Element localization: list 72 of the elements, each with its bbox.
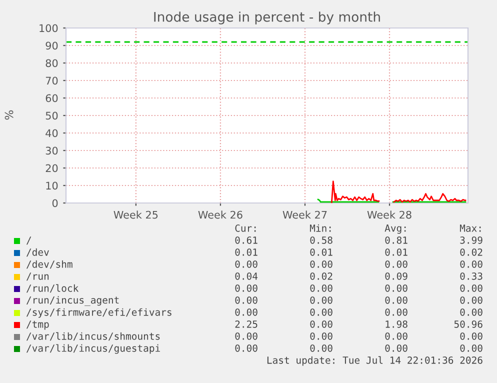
- y-tick-label: 70: [46, 76, 58, 85]
- text: 0.00: [460, 296, 482, 304]
- text: 1.98: [386, 320, 408, 328]
- text: 0.61: [235, 236, 258, 244]
- text: 0.00: [385, 260, 408, 268]
- y-axis-title: %: [4, 110, 14, 120]
- text: Max:: [460, 224, 481, 232]
- text: 0.04: [235, 272, 258, 280]
- legend-label: /var/lib/incus/guestapi: [26, 344, 160, 354]
- text: 0.00: [310, 332, 332, 340]
- y-tick-label: 20: [46, 164, 58, 172]
- text: 0.33: [460, 272, 482, 280]
- text: Avg:: [384, 224, 406, 234]
- y-tick-label: 30: [46, 146, 58, 155]
- text: 0.02: [310, 272, 332, 280]
- text: Last update: Tue Jul 14 22:01:36 2026: [267, 356, 482, 366]
- text: Min:: [310, 224, 331, 232]
- legend-label: /run/lock: [26, 284, 79, 293]
- legend-label: /: [26, 236, 32, 245]
- text: 0.00: [385, 296, 408, 304]
- text: 0.00: [385, 308, 408, 316]
- text: 0.00: [460, 284, 482, 292]
- text: 0.00: [310, 296, 332, 304]
- y-tick-label: 60: [46, 94, 58, 102]
- text: 0.00: [460, 260, 482, 268]
- text: 0.00: [385, 344, 408, 352]
- y-tick-label: 100: [40, 24, 58, 32]
- text: 0.00: [385, 332, 408, 340]
- legend-label: /var/lib/incus/shmounts: [26, 332, 160, 341]
- y-tick-label: 80: [46, 59, 58, 68]
- text: 50.96: [454, 320, 482, 328]
- text: 0.58: [310, 236, 332, 244]
- text: 0.00: [460, 344, 482, 352]
- text: 0.00: [235, 344, 258, 352]
- legend-label: /run/incus_agent: [26, 296, 119, 306]
- text: 0.09: [385, 272, 408, 280]
- text: 0.00: [235, 260, 258, 268]
- x-tick-label: Week 27: [282, 210, 327, 219]
- text: 0.00: [235, 332, 258, 340]
- text: 0.00: [235, 284, 258, 292]
- text: 0.00: [310, 260, 332, 268]
- y-tick-label: 10: [46, 182, 58, 190]
- legend-label: /sys/firmware/efi/efivars: [26, 308, 172, 318]
- text: 0.00: [235, 308, 258, 316]
- x-tick-label: Week 26: [198, 210, 242, 219]
- text: 0.01: [310, 248, 332, 256]
- text: 0.00: [460, 332, 482, 340]
- text: 0.00: [235, 296, 258, 304]
- legend-label: /tmp: [26, 320, 49, 330]
- text: 0.02: [460, 248, 482, 256]
- text: 0.01: [235, 248, 258, 256]
- x-tick-label: Week 25: [114, 210, 158, 219]
- text: 0.00: [460, 308, 482, 316]
- y-tick-label: 90: [46, 42, 58, 50]
- x-tick-label: Week 28: [367, 210, 412, 219]
- text: Cur:: [235, 224, 256, 232]
- text: 3.99: [460, 236, 482, 244]
- text: 0.00: [310, 320, 332, 328]
- legend-label: /dev/shm: [26, 260, 72, 269]
- text: 0.00: [310, 284, 332, 292]
- chart-title: Inode usage in percent - by month: [154, 12, 380, 24]
- text: 0.00: [385, 284, 408, 292]
- text: 0.01: [385, 248, 408, 256]
- legend-label: /run: [26, 272, 49, 281]
- text: 2.25: [235, 320, 258, 328]
- text: 0.81: [385, 236, 408, 244]
- text: 0.00: [310, 308, 332, 316]
- text: 0.00: [310, 344, 332, 352]
- y-tick-label: 40: [46, 129, 58, 138]
- y-tick-label: 50: [46, 112, 58, 120]
- y-tick-label: 0: [52, 199, 58, 208]
- legend-label: /dev: [26, 248, 49, 257]
